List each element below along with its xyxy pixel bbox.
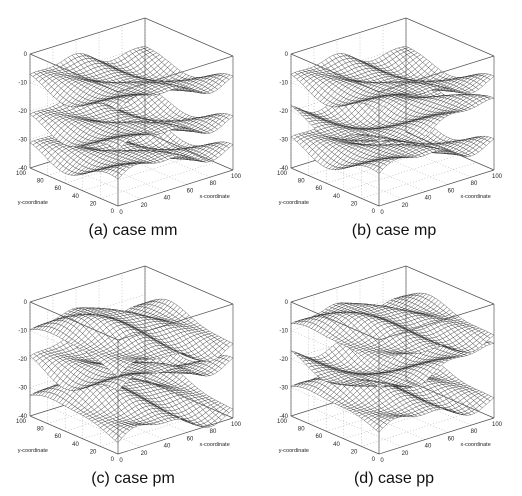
- gridline-floor-x: [359, 146, 449, 185]
- gridline-floor-y: [100, 162, 216, 199]
- gridline-floor-y: [82, 154, 198, 191]
- x-tick-label: 20: [141, 203, 148, 209]
- gridline-floor-x: [98, 146, 188, 185]
- mesh-cell: [486, 96, 495, 100]
- caption-a: (a) case mm: [88, 222, 178, 239]
- box-edge: [290, 167, 380, 207]
- y-tick-label: 80: [37, 179, 44, 185]
- surface-plot-b: 0204060801000204060801000-10-20-30-40x-c…: [277, 17, 503, 216]
- y-tick-label: 20: [90, 201, 97, 207]
- box-edge: [29, 167, 119, 207]
- panel-a: 0 20 40 60 80 100 0 20 40 60 80 100 0 -10 -20 -30 -40 x-c…: [0, 0, 261, 248]
- x-axis-title: x-coordinate: [200, 194, 230, 200]
- surface-layer-1: [29, 46, 234, 112]
- surface-layer-2: [29, 85, 234, 151]
- gridline-floor-x: [121, 139, 211, 178]
- z-tick-label: 0: [24, 52, 28, 58]
- x-tick-label: 80: [210, 181, 217, 187]
- gridline-floor-y: [343, 154, 459, 191]
- gridline-floor-x: [75, 153, 165, 192]
- box-edge: [117, 169, 234, 207]
- z-tick-label: -30: [18, 138, 27, 144]
- mesh-cell: [486, 137, 495, 143]
- box-edge: [144, 131, 234, 171]
- mesh-cell: [225, 74, 234, 80]
- gridline-floor-x: [313, 160, 403, 199]
- box-edge: [29, 53, 119, 93]
- panel-b: 0 20 40 60 80 100 0 20 40 60 80 100 0 -10 -20 -30 -40 x-c…: [261, 0, 522, 248]
- x-tick-label: 0: [119, 210, 123, 216]
- z-tick-label: -40: [18, 166, 27, 172]
- y-tick-label: 100: [16, 171, 27, 177]
- box-edge: [144, 17, 234, 57]
- gridline-floor-y: [361, 162, 477, 199]
- y-tick-label: 60: [55, 186, 62, 192]
- y-tick-label: 0: [111, 209, 115, 215]
- z-tick-label: -20: [18, 109, 27, 115]
- y-tick-label: 40: [72, 194, 79, 200]
- x-tick-label: 100: [231, 174, 242, 180]
- gridline-floor-x: [382, 139, 472, 178]
- x-tick-label: 40: [164, 196, 171, 202]
- gridline-floor-x: [336, 153, 426, 192]
- x-tick-label: 60: [187, 188, 194, 194]
- z-tick-label: -10: [18, 81, 27, 87]
- mesh-cell: [225, 114, 234, 120]
- mesh-cell: [225, 143, 234, 149]
- gridline-floor-x: [52, 160, 142, 199]
- y-axis-title: y-coordinate: [18, 200, 48, 206]
- box-edge: [29, 17, 146, 55]
- box-edge: [117, 55, 234, 93]
- surface-plot-a: 0 20 40 60 80 100 0 20 40 60 80 100 0 -10 -20 -30 -40 x-c…: [16, 17, 242, 216]
